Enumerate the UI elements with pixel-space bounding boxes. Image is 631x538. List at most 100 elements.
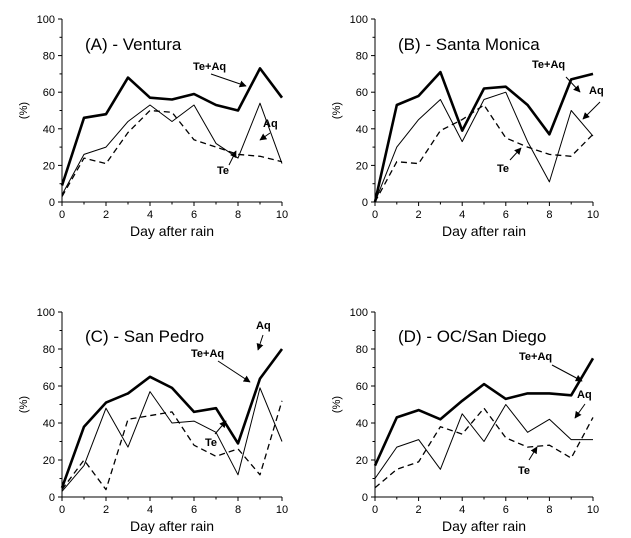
x-tick-label: 2 bbox=[103, 209, 109, 221]
series-line-te bbox=[374, 407, 594, 489]
y-tick-label: 100 bbox=[37, 14, 55, 26]
series-arrow-aq bbox=[259, 132, 271, 141]
series-label-aq: Aq bbox=[589, 85, 604, 97]
y-tick-label: 0 bbox=[362, 197, 368, 209]
y-axis-title: (%) bbox=[331, 396, 343, 413]
x-tick-label: 4 bbox=[459, 504, 465, 516]
series-label-te-aq: Te+Aq bbox=[532, 59, 565, 71]
series-arrow-te bbox=[214, 420, 227, 435]
x-axis-title: Day after rain bbox=[442, 223, 526, 239]
series-arrow-te-aq bbox=[565, 76, 581, 93]
series-line-te bbox=[374, 104, 594, 203]
x-tick-label: 10 bbox=[587, 209, 599, 221]
y-tick-label: 80 bbox=[43, 344, 55, 356]
y-tick-label: 60 bbox=[356, 87, 368, 99]
x-tick-label: 6 bbox=[503, 504, 509, 516]
y-tick-label: 40 bbox=[43, 124, 55, 136]
x-tick-label: 0 bbox=[59, 209, 65, 221]
y-tick-label: 0 bbox=[362, 492, 368, 504]
series-arrow-te-aq bbox=[551, 364, 583, 382]
y-tick-label: 60 bbox=[43, 87, 55, 99]
y-tick-label: 80 bbox=[356, 51, 368, 63]
x-tick-label: 10 bbox=[276, 209, 288, 221]
x-tick-label: 0 bbox=[372, 504, 378, 516]
series-label-te: Te bbox=[497, 163, 509, 175]
series-arrow-aq bbox=[574, 403, 586, 419]
x-tick-label: 2 bbox=[103, 504, 109, 516]
x-tick-label: 8 bbox=[235, 504, 241, 516]
x-tick-label: 4 bbox=[147, 209, 153, 221]
series-label-aq: Aq bbox=[256, 320, 271, 332]
x-tick-label: 6 bbox=[191, 504, 197, 516]
series-label-te: Te bbox=[217, 165, 229, 177]
x-axis-title: Day after rain bbox=[130, 223, 214, 239]
y-tick-label: 60 bbox=[356, 381, 368, 393]
series-arrow-aq bbox=[582, 101, 601, 120]
y-axis-title: (%) bbox=[18, 102, 30, 119]
y-tick-label: 0 bbox=[49, 197, 55, 209]
y-axis-title: (%) bbox=[18, 396, 30, 413]
series-line-aq bbox=[374, 404, 593, 479]
series-line-aq bbox=[61, 102, 283, 195]
series-arrow-te bbox=[528, 446, 538, 461]
series-label-te: Te bbox=[205, 437, 217, 449]
series-line-aq bbox=[374, 91, 594, 203]
x-axis-title: Day after rain bbox=[130, 518, 214, 534]
series-label-te: Te bbox=[518, 465, 530, 477]
series-label-aq: Aq bbox=[577, 389, 592, 401]
y-tick-label: 40 bbox=[43, 418, 55, 430]
series-label-te-aq: Te+Aq bbox=[519, 351, 552, 363]
x-tick-label: 8 bbox=[235, 209, 241, 221]
series-line-te-aq bbox=[60, 67, 284, 186]
series-line-te-aq bbox=[60, 348, 284, 489]
y-tick-label: 20 bbox=[43, 455, 55, 467]
chart-title: (B) - Santa Monica bbox=[398, 35, 540, 54]
series-label-te-aq: Te+Aq bbox=[191, 348, 224, 360]
series-arrow-te-aq bbox=[217, 360, 251, 383]
y-tick-label: 100 bbox=[37, 307, 55, 319]
x-tick-label: 6 bbox=[503, 209, 509, 221]
x-tick-label: 8 bbox=[546, 504, 552, 516]
chart-title: (D) - OC/San Diego bbox=[398, 327, 546, 346]
x-tick-label: 10 bbox=[276, 504, 288, 516]
y-tick-label: 20 bbox=[356, 455, 368, 467]
series-arrow-te bbox=[228, 150, 237, 166]
x-tick-label: 6 bbox=[191, 209, 197, 221]
series-arrow-aq bbox=[256, 334, 264, 351]
x-tick-label: 2 bbox=[416, 209, 422, 221]
series-line-te bbox=[61, 400, 283, 491]
x-axis-title: Day after rain bbox=[442, 518, 526, 534]
y-tick-label: 20 bbox=[43, 160, 55, 172]
series-arrow-te bbox=[509, 147, 522, 161]
y-tick-label: 20 bbox=[356, 160, 368, 172]
y-tick-label: 100 bbox=[350, 14, 368, 26]
x-tick-label: 2 bbox=[416, 504, 422, 516]
y-tick-label: 80 bbox=[356, 344, 368, 356]
chart-title: (C) - San Pedro bbox=[85, 327, 204, 346]
series-label-aq: Aq bbox=[263, 118, 278, 130]
x-tick-label: 8 bbox=[546, 209, 552, 221]
series-line-te-aq bbox=[373, 357, 595, 467]
y-tick-label: 40 bbox=[356, 124, 368, 136]
y-tick-label: 60 bbox=[43, 381, 55, 393]
x-tick-label: 4 bbox=[459, 209, 465, 221]
series-label-te-aq: Te+Aq bbox=[193, 61, 226, 73]
series-arrow-te-aq bbox=[210, 73, 247, 88]
y-tick-label: 100 bbox=[350, 307, 368, 319]
series-line-te-aq bbox=[373, 70, 594, 203]
series-line-te bbox=[61, 109, 283, 197]
series-line-aq bbox=[61, 387, 283, 492]
y-axis-title: (%) bbox=[331, 102, 343, 119]
chart-title: (A) - Ventura bbox=[85, 35, 182, 54]
y-tick-label: 0 bbox=[49, 492, 55, 504]
x-tick-label: 0 bbox=[59, 504, 65, 516]
x-tick-label: 4 bbox=[147, 504, 153, 516]
x-tick-label: 0 bbox=[372, 209, 378, 221]
y-tick-label: 80 bbox=[43, 51, 55, 63]
x-tick-label: 10 bbox=[587, 504, 599, 516]
